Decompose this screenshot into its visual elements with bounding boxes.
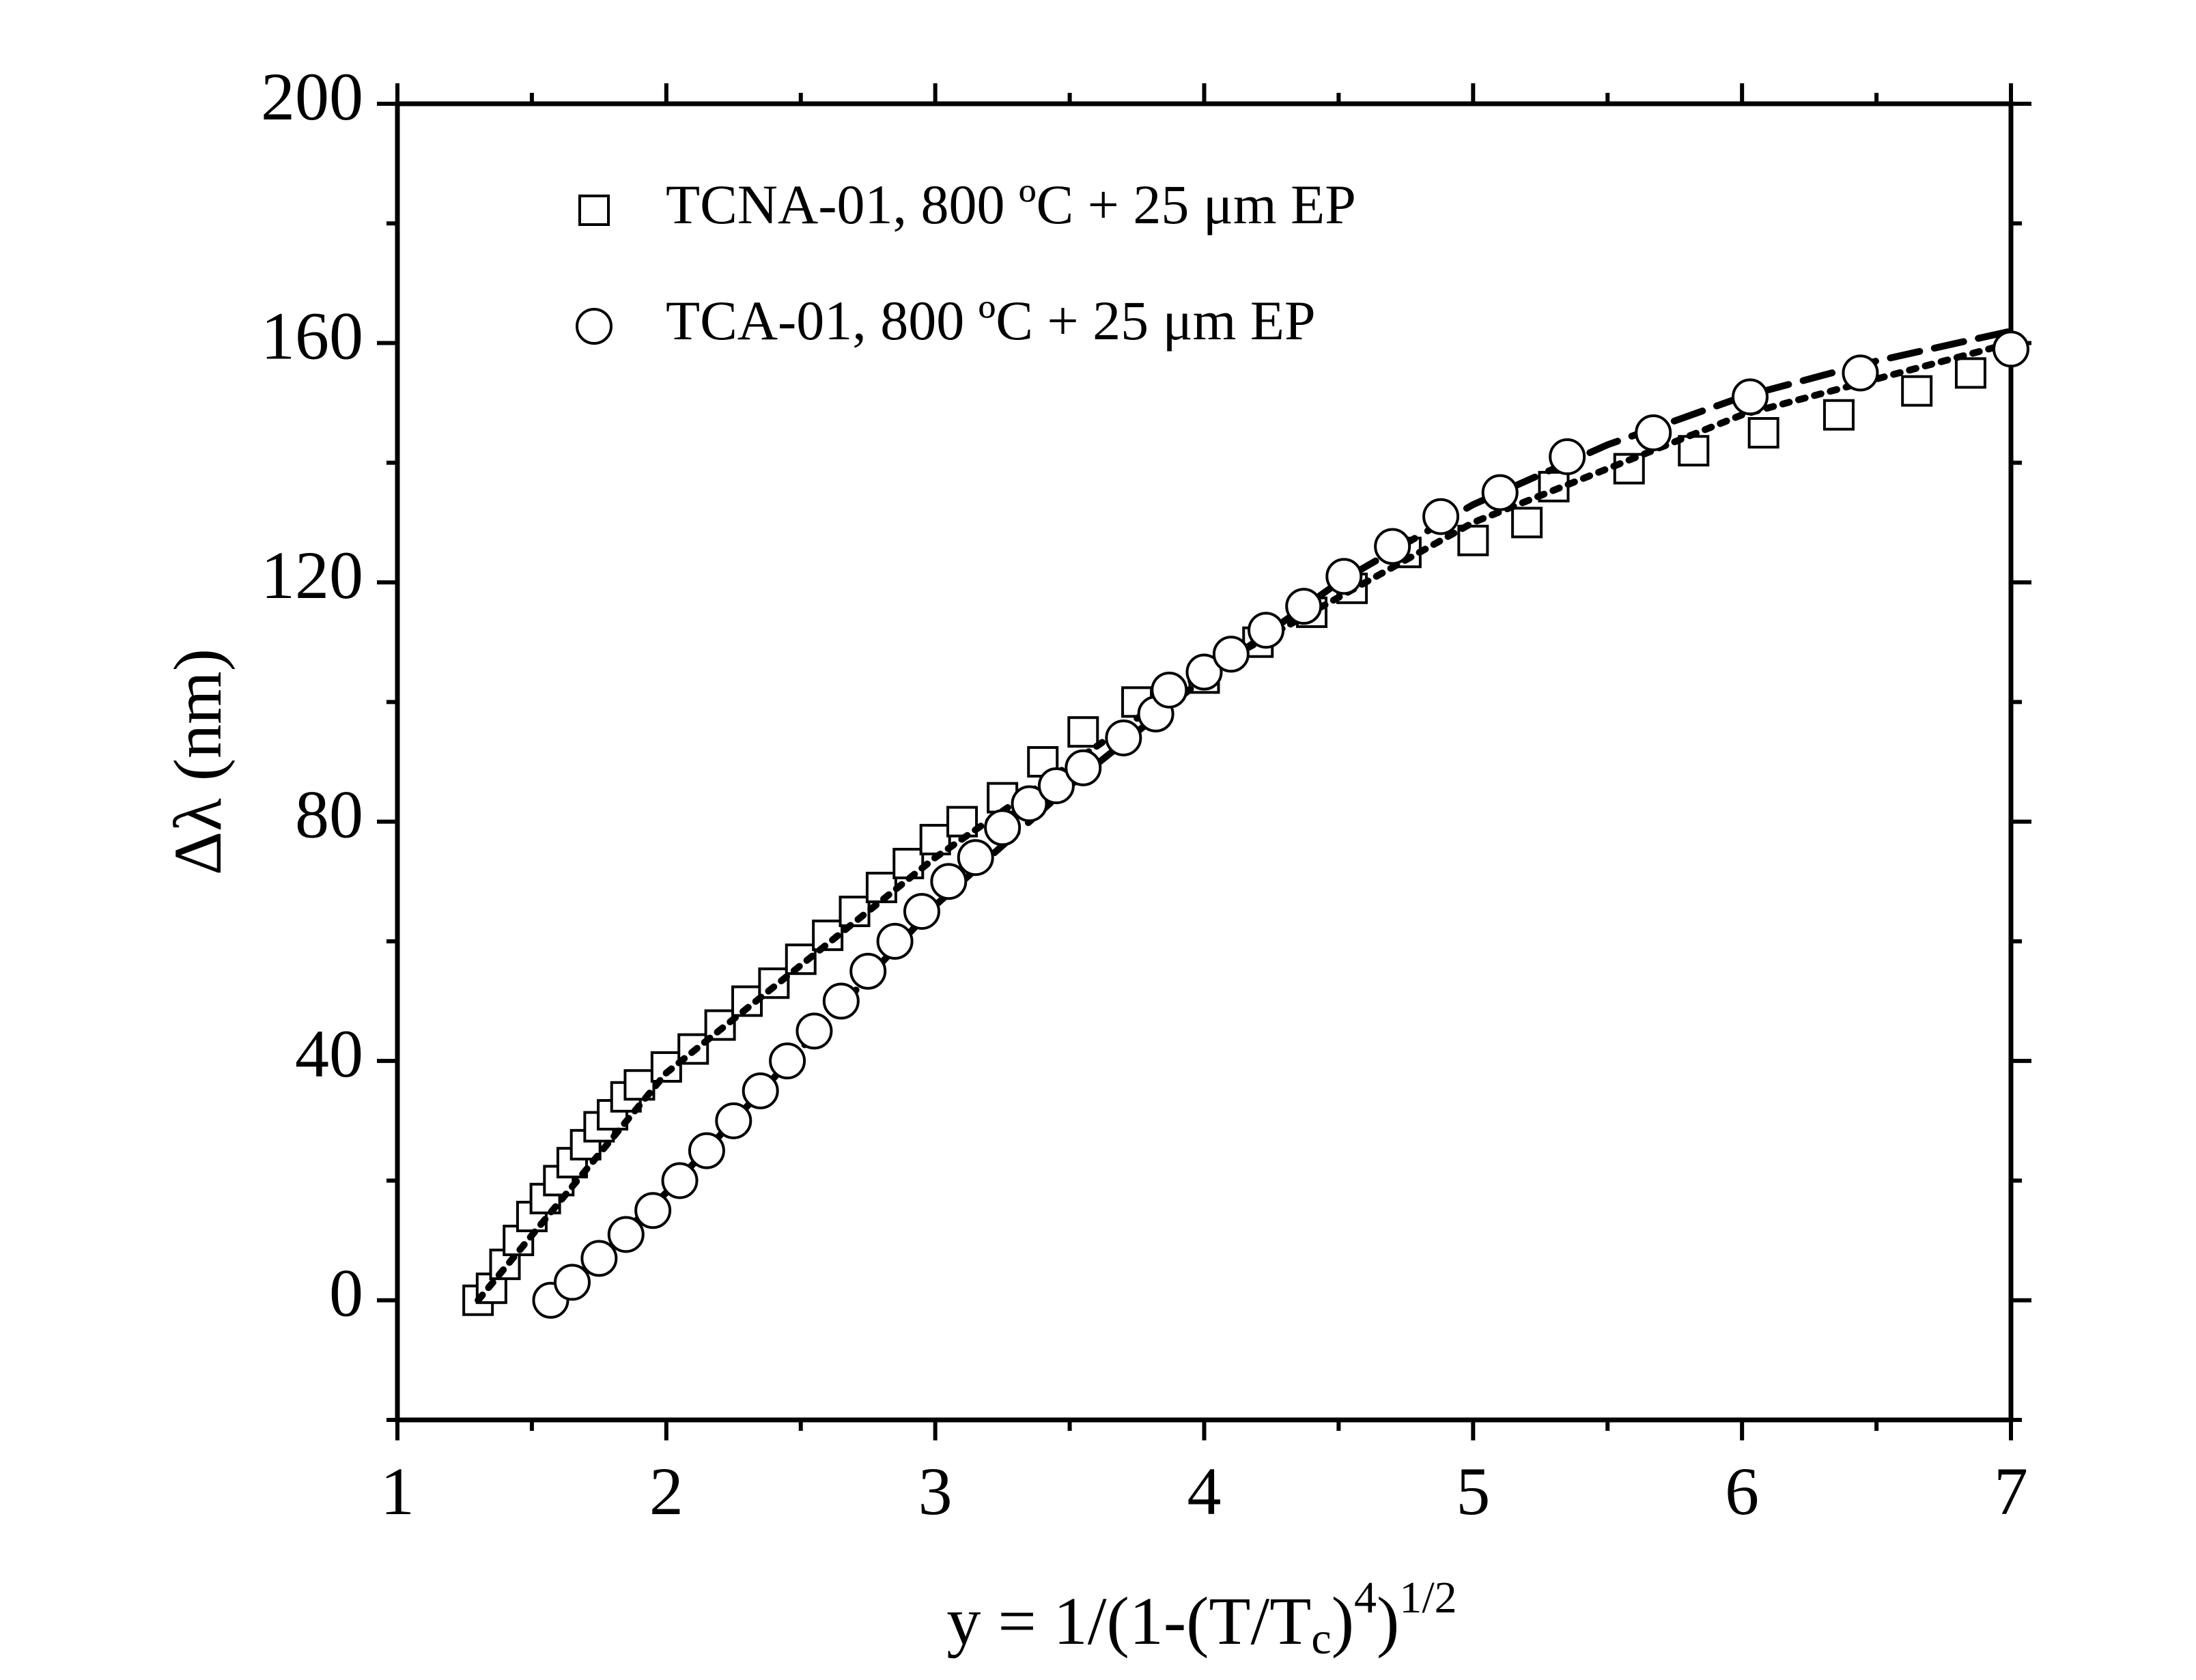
x-label-part: ) bbox=[1332, 1583, 1354, 1659]
data-point bbox=[1511, 507, 1543, 539]
data-point bbox=[580, 1240, 618, 1277]
data-point bbox=[634, 1192, 672, 1229]
y-tick-label: 0 bbox=[329, 1255, 363, 1331]
legend-label: TCNA-01, 800 ºC + 25 μm EP bbox=[666, 173, 1356, 236]
x-tick-label: 5 bbox=[1456, 1453, 1490, 1529]
data-point bbox=[822, 982, 860, 1020]
data-point bbox=[1067, 716, 1099, 748]
data-point bbox=[957, 839, 994, 877]
data-point bbox=[876, 922, 914, 960]
y-tick-label: 40 bbox=[295, 1016, 363, 1092]
data-point bbox=[1011, 785, 1048, 823]
x-tick-label: 6 bbox=[1725, 1453, 1759, 1529]
x-tick-label: 4 bbox=[1187, 1453, 1222, 1529]
data-point bbox=[1151, 671, 1188, 709]
data-point bbox=[1105, 719, 1142, 756]
x-label-sup: 1/2 bbox=[1399, 1573, 1456, 1623]
data-point bbox=[946, 806, 979, 838]
data-point bbox=[688, 1132, 725, 1169]
data-point bbox=[1285, 588, 1323, 625]
x-tick-label: 2 bbox=[649, 1453, 684, 1529]
data-point bbox=[796, 1012, 833, 1050]
data-point bbox=[553, 1264, 591, 1301]
fit-line bbox=[547, 328, 2014, 1304]
data-point bbox=[607, 1216, 645, 1253]
x-axis-label: y = 1/(1-(T/Tc)4)1/2 bbox=[946, 1573, 1456, 1664]
data-point bbox=[1822, 399, 1855, 431]
data-point bbox=[1374, 528, 1411, 565]
data-point bbox=[1248, 612, 1285, 649]
y-tick-label: 200 bbox=[261, 59, 363, 134]
x-tick-label: 7 bbox=[1994, 1453, 2028, 1529]
data-point bbox=[839, 896, 871, 928]
data-point bbox=[1549, 438, 1586, 476]
data-point bbox=[1212, 636, 1250, 673]
data-point bbox=[1901, 375, 1933, 407]
legend-label: TCA-01, 800 ºC + 25 μm EP bbox=[666, 289, 1316, 352]
data-point bbox=[650, 1051, 682, 1083]
x-label-sup: 4 bbox=[1354, 1573, 1377, 1623]
data-point bbox=[742, 1072, 779, 1109]
x-label-part: ) bbox=[1377, 1583, 1399, 1659]
x-tick-label: 3 bbox=[918, 1453, 953, 1529]
x-tick-label: 1 bbox=[380, 1453, 414, 1529]
x-label-part: y = 1/(1-(T/T bbox=[946, 1583, 1311, 1659]
data-point bbox=[1325, 558, 1363, 595]
legend-marker bbox=[576, 308, 613, 345]
data-point bbox=[1993, 330, 2029, 368]
data-point bbox=[1731, 378, 1769, 416]
data-point bbox=[1635, 414, 1672, 451]
data-point bbox=[849, 952, 887, 990]
data-point bbox=[661, 1162, 699, 1199]
data-point bbox=[1422, 498, 1460, 535]
plot-frame bbox=[395, 101, 2014, 1423]
y-tick-label: 80 bbox=[295, 777, 363, 853]
y-axis-label: Δλ (nm) bbox=[160, 649, 236, 875]
data-point bbox=[930, 863, 968, 900]
data-point bbox=[1747, 417, 1779, 449]
y-tick-label: 120 bbox=[261, 537, 363, 613]
y-tick-label: 160 bbox=[261, 298, 363, 373]
data-point bbox=[1481, 474, 1519, 511]
data-point bbox=[903, 893, 940, 930]
data-point bbox=[715, 1102, 752, 1139]
data-point bbox=[1065, 749, 1102, 786]
x-label-sub: c bbox=[1311, 1614, 1331, 1664]
data-point bbox=[984, 809, 1022, 846]
legend-marker bbox=[578, 195, 610, 226]
data-point bbox=[1185, 653, 1223, 691]
data-point bbox=[1842, 354, 1879, 392]
data-point bbox=[1954, 357, 1986, 389]
data-point bbox=[1037, 767, 1075, 805]
data-point bbox=[758, 967, 790, 999]
data-point bbox=[769, 1042, 806, 1080]
data-point bbox=[892, 847, 925, 879]
